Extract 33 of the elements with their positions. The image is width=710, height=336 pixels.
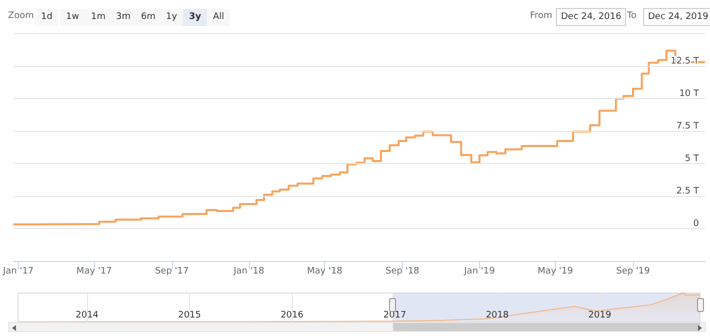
x-tick-label: May '18	[307, 266, 343, 276]
text: To	[627, 11, 636, 21]
x-tick-label: Jan '17	[2, 266, 34, 276]
x-tick-label: Sep '18	[386, 266, 420, 276]
text: 6m	[135, 9, 162, 26]
x-tick-label: Jan '18	[232, 266, 265, 276]
x-tick-label: May '17	[76, 266, 112, 276]
x-tick-label: 2015	[178, 310, 202, 320]
text: 3m	[110, 9, 136, 26]
x-tick-label: Sep '19	[616, 266, 650, 276]
x-tick-label: 2014	[76, 310, 99, 320]
x-tick-label: Sep '17	[154, 266, 189, 276]
x-tick-label: 2018	[486, 310, 510, 320]
x-tick-label: Jan '19	[463, 266, 496, 276]
text: From	[530, 11, 552, 21]
text: 1m	[85, 9, 112, 26]
x-tick-label: 2017	[383, 310, 406, 320]
x-tick-label: 2019	[588, 310, 612, 320]
x-tick-label: 2016	[280, 310, 304, 320]
text: 1d	[35, 9, 58, 26]
text: All	[207, 9, 230, 26]
y-tick-label: 0	[693, 219, 700, 229]
text: 1y	[160, 9, 184, 26]
text: Zoom	[8, 11, 34, 21]
text: Dec 24, 2016	[556, 8, 626, 26]
text: 1w	[60, 9, 86, 26]
y-tick-label: 7.5 T	[676, 122, 700, 132]
y-tick-label: 5 T	[684, 154, 700, 164]
text: 3y	[183, 9, 208, 26]
y-tick-label: 10 T	[679, 89, 700, 99]
text: Dec 24, 2019	[643, 8, 710, 26]
x-tick-label: May '19	[538, 266, 574, 276]
y-tick-label: 2.5 T	[676, 186, 700, 196]
